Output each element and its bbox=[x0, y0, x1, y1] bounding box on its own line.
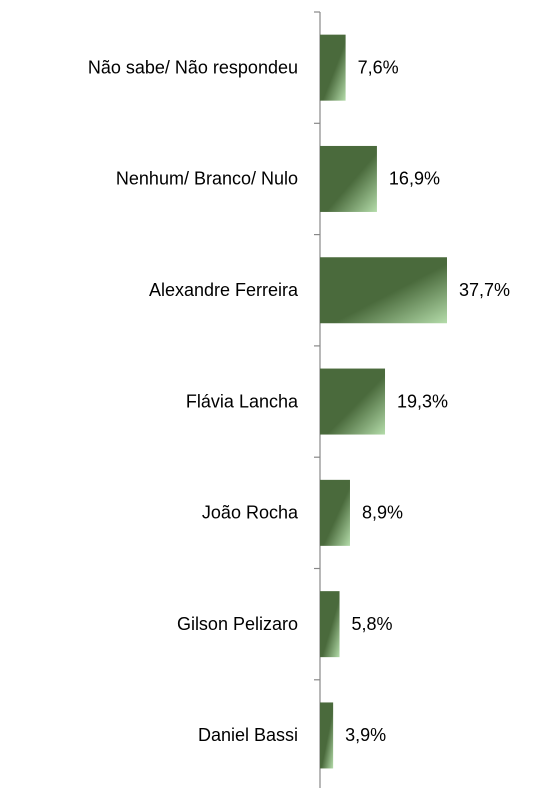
bar bbox=[320, 257, 447, 324]
value-label: 7,6% bbox=[358, 57, 399, 77]
category-label: Nenhum/ Branco/ Nulo bbox=[116, 169, 298, 189]
bar bbox=[320, 591, 340, 658]
value-label: 5,8% bbox=[352, 614, 393, 634]
category-label: Daniel Bassi bbox=[198, 725, 298, 745]
category-label: João Rocha bbox=[202, 503, 299, 523]
category-label: Alexandre Ferreira bbox=[149, 280, 299, 300]
value-label: 3,9% bbox=[345, 725, 386, 745]
bar bbox=[320, 702, 334, 769]
category-label: Gilson Pelizaro bbox=[177, 614, 298, 634]
category-label: Flávia Lancha bbox=[186, 391, 299, 411]
bar bbox=[320, 479, 350, 546]
value-label: 16,9% bbox=[389, 169, 440, 189]
bar bbox=[320, 368, 386, 435]
bar bbox=[320, 145, 377, 212]
value-label: 37,7% bbox=[459, 280, 510, 300]
value-label: 19,3% bbox=[397, 391, 448, 411]
value-label: 8,9% bbox=[362, 503, 403, 523]
category-label: Não sabe/ Não respondeu bbox=[88, 57, 298, 77]
bar bbox=[320, 34, 346, 101]
